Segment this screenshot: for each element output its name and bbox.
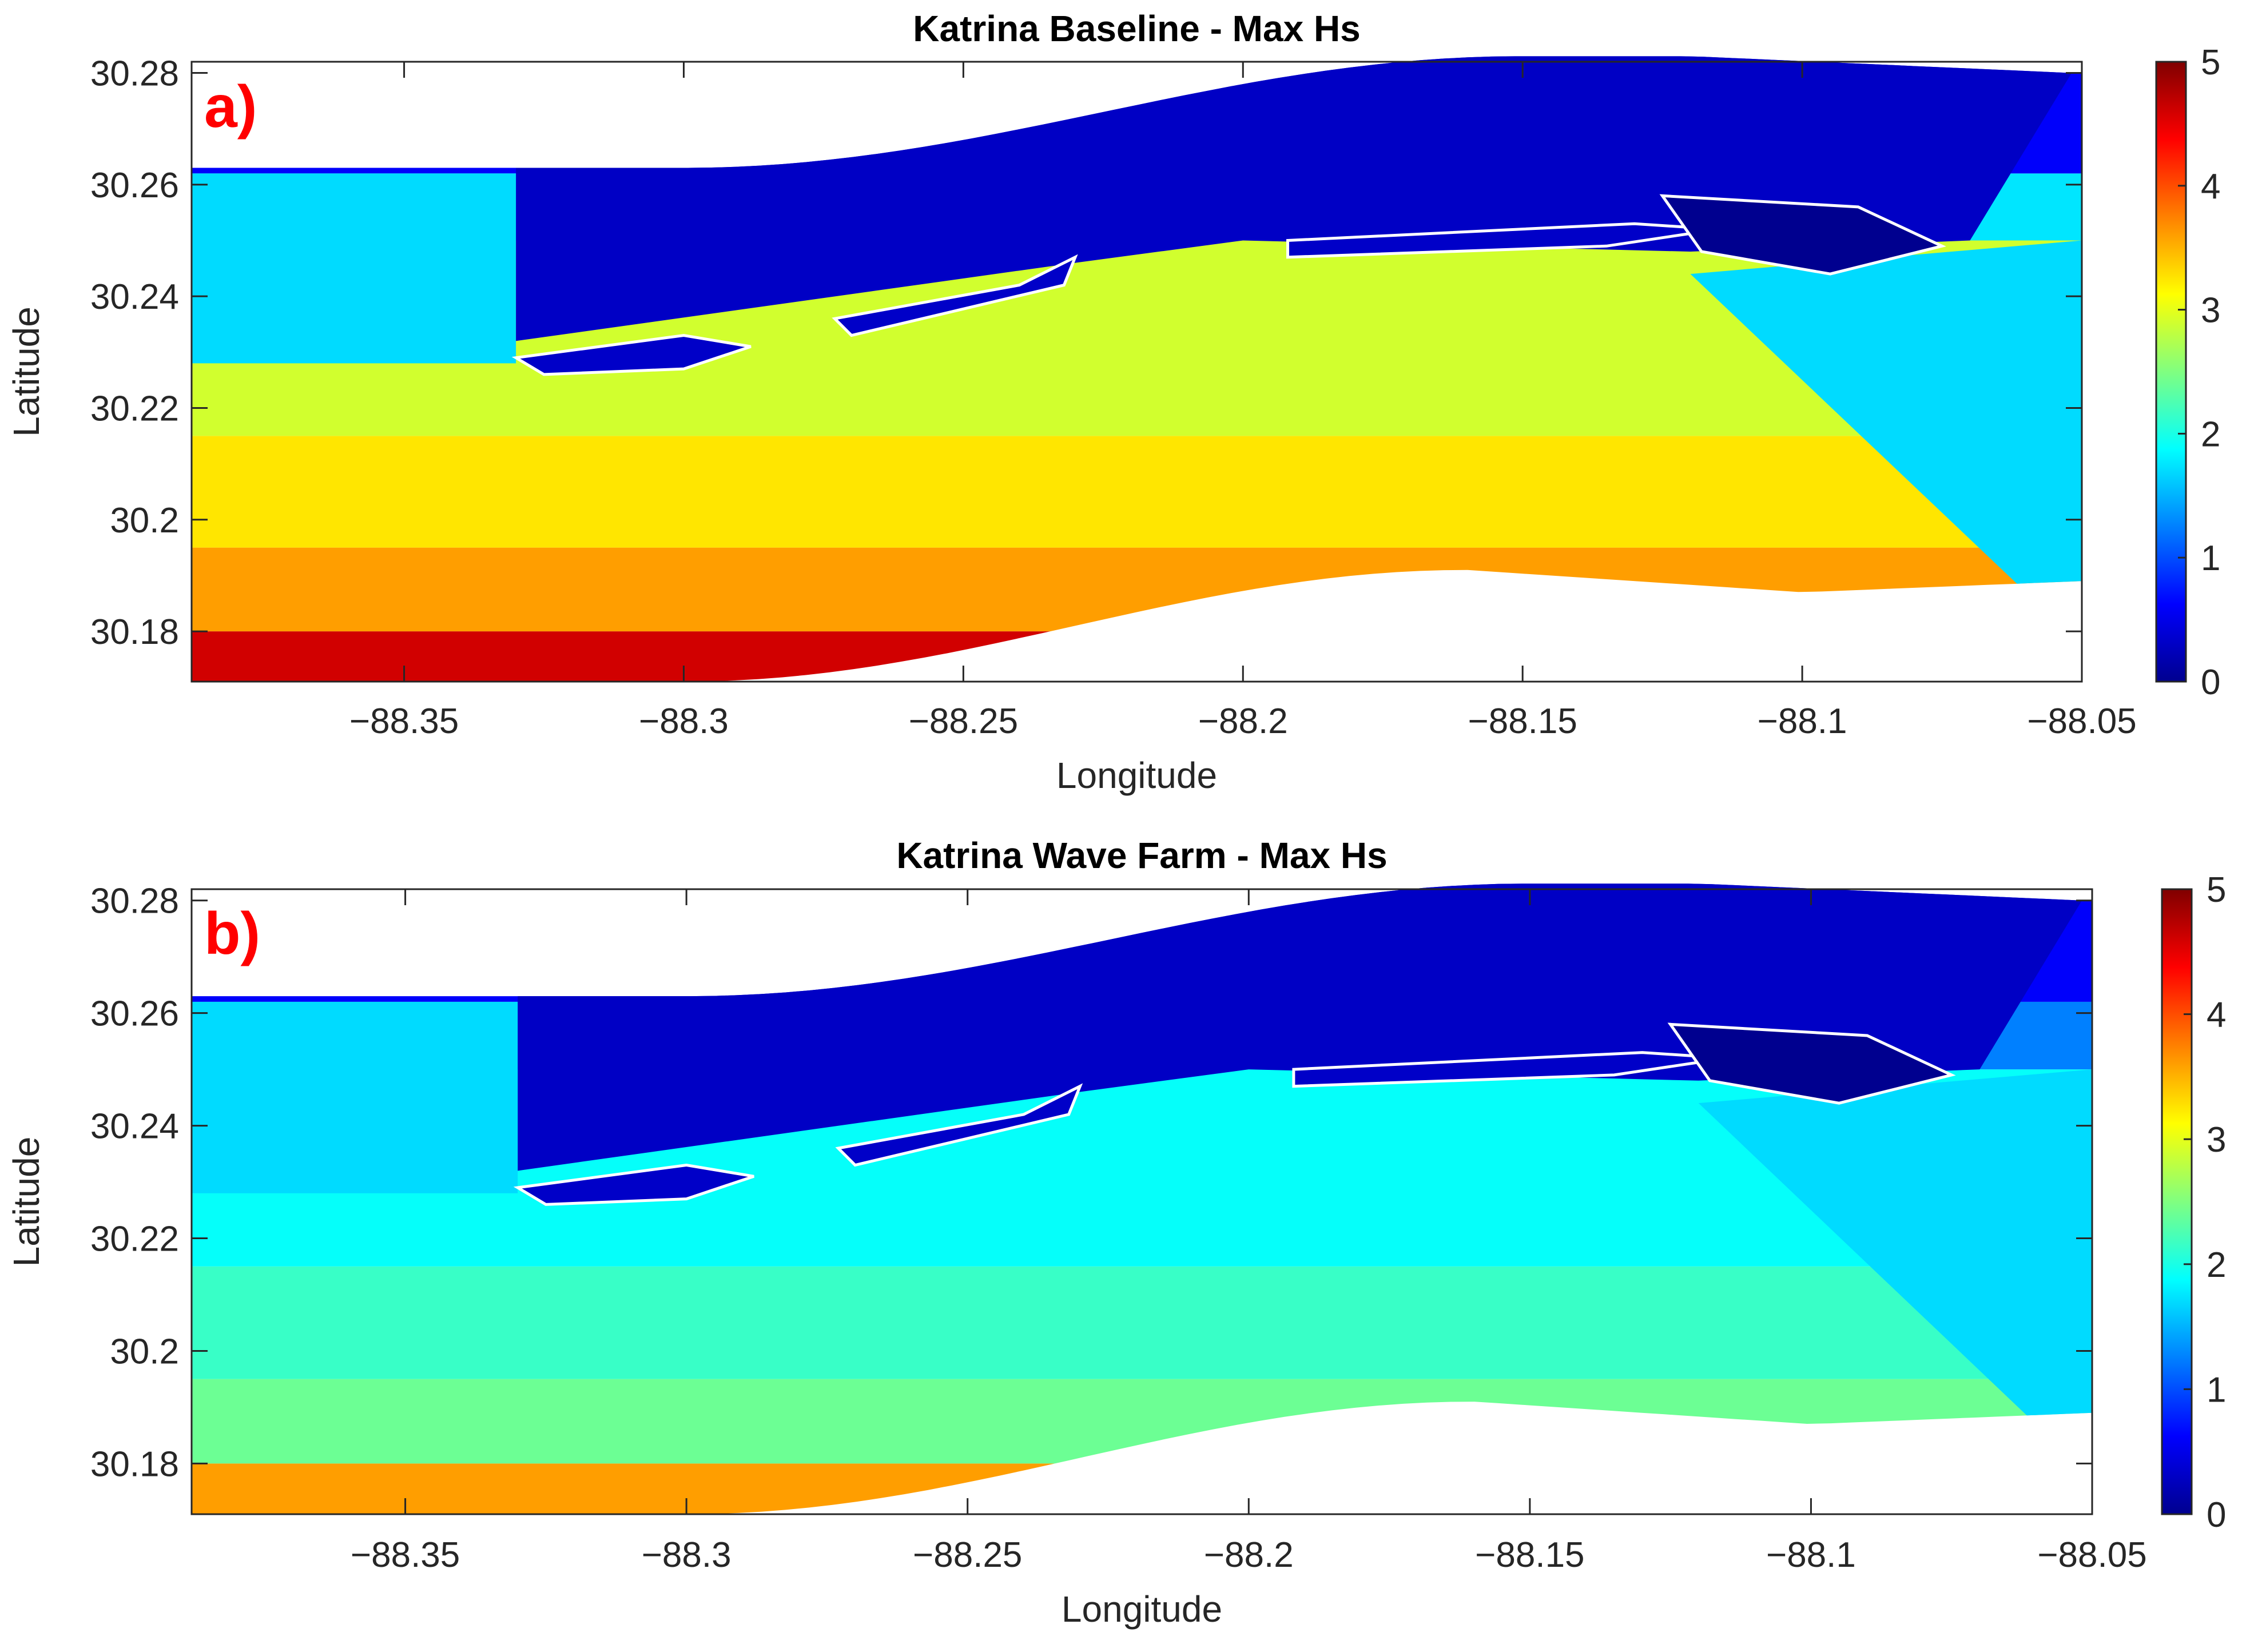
wave-height-field [192, 56, 2082, 682]
island-outline [1286, 222, 1719, 259]
x-tick-label: −88.35 [349, 702, 459, 741]
x-axis-label: Longitude [1056, 755, 1217, 796]
hs-band-0 [192, 631, 2082, 682]
x-tick-label: −88.05 [2027, 702, 2136, 741]
x-tick-label: −88.15 [1475, 1535, 1584, 1575]
y-tick-label: 30.24 [90, 277, 179, 317]
colorbar-tick-label: 2 [2201, 415, 2220, 454]
hs-band-2 [192, 1266, 2092, 1379]
hs-west-boundary [192, 173, 516, 364]
chart-title: Katrina Wave Farm - Max Hs [896, 835, 1387, 876]
x-tick-label: −88.25 [913, 1535, 1022, 1575]
barrier-islands [511, 194, 1946, 376]
hs-west-boundary [192, 1001, 518, 1193]
y-tick-label: 30.22 [90, 1220, 179, 1259]
colorbar: 0 1 2 3 4 5 [2161, 870, 2226, 1535]
colorbar-gradient [2155, 61, 2187, 683]
hs-band-1 [192, 1379, 2092, 1464]
x-tick-label: −88.35 [351, 1535, 460, 1575]
x-tick-label: −88.3 [639, 702, 729, 741]
x-tick-label: −88.1 [1766, 1535, 1856, 1575]
x-axis-label: Longitude [1062, 1589, 1222, 1630]
y-axis-label: Latitude [6, 306, 47, 437]
island-outline [832, 254, 1078, 337]
y-tick-label: 30.22 [90, 389, 179, 428]
y-axis-label: Latitude [6, 1137, 47, 1267]
hs-lee-shadow [1690, 240, 2082, 592]
colorbar-tick-label: 5 [2207, 870, 2226, 910]
y-tick-label: 30.26 [90, 166, 179, 205]
colorbar-tick-label: 5 [2201, 43, 2220, 82]
axes-box [190, 61, 2083, 683]
island-outline [835, 1083, 1083, 1167]
y-tick-label: 30.18 [90, 1444, 179, 1484]
y-tick-label: 30.2 [110, 1332, 179, 1371]
y-tick-label: 30.2 [110, 501, 179, 540]
x-tick-label: −88.15 [1468, 702, 1577, 741]
panel-label: b) [204, 901, 260, 967]
colorbar-tick-label: 1 [2207, 1370, 2226, 1410]
hs-band-0 [192, 1463, 2092, 1514]
chart-panel-b: −88.35 −88.3 −88.25 −88.2 −88.15 −88.1 −88.05 3… [6, 835, 2226, 1630]
chart-title: Katrina Baseline - Max Hs [913, 8, 1361, 49]
y-tick-label: 30.28 [90, 54, 179, 94]
hs-band-2 [192, 436, 2082, 548]
colorbar-tick-label: 0 [2207, 1495, 2226, 1535]
colorbar-tick-label: 0 [2201, 663, 2220, 702]
colorbar-gradient [2161, 888, 2193, 1515]
barrier-islands [513, 1022, 1956, 1206]
colorbar-tick-label: 4 [2207, 996, 2226, 1035]
x-tick-label: −88.05 [2037, 1535, 2146, 1575]
x-tick-label: −88.3 [642, 1535, 732, 1575]
y-tick-label: 30.24 [90, 1107, 179, 1147]
hs-band-1 [192, 547, 2082, 632]
island-outline [1292, 1051, 1727, 1088]
x-tick-label: −88.1 [1758, 702, 1847, 741]
island-outline [513, 1163, 754, 1206]
chart-panel-a: −88.35 −88.3 −88.25 −88.2 −88.15 −88.1 −88.05 3… [6, 8, 2220, 796]
colorbar-tick-label: 2 [2207, 1245, 2226, 1285]
x-tick-label: −88.25 [909, 702, 1018, 741]
colorbar-tick-label: 3 [2207, 1120, 2226, 1160]
panel-label: a) [204, 74, 257, 140]
colorbar-tick-label: 3 [2201, 291, 2220, 331]
colorbar-tick-label: 4 [2201, 167, 2220, 206]
x-tick-label: −88.2 [1204, 1535, 1294, 1575]
y-tick-label: 30.28 [90, 882, 179, 921]
hs-lee-shadow [1698, 1069, 2092, 1424]
axes-box [190, 888, 2093, 1515]
x-tick-label: −88.2 [1198, 702, 1288, 741]
colorbar: 0 1 2 3 4 5 [2155, 43, 2220, 702]
y-tick-label: 30.26 [90, 994, 179, 1034]
island-outline [1667, 1022, 1956, 1105]
y-tick-label: 30.18 [90, 612, 179, 652]
wave-height-field [192, 883, 2092, 1514]
colorbar-tick-label: 1 [2201, 539, 2220, 578]
island-outline [511, 333, 752, 376]
island-outline [1659, 194, 1946, 276]
